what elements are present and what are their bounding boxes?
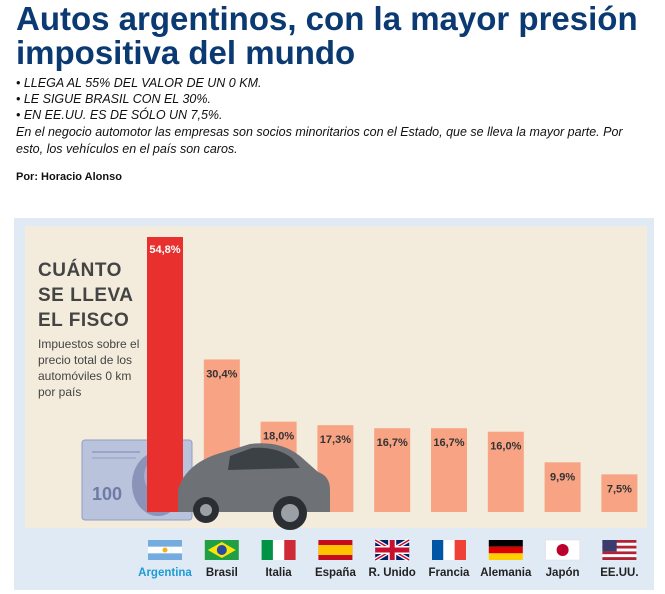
- flag-stripe: [602, 545, 637, 549]
- flag-stripe: [443, 540, 455, 560]
- car-rim-rear: [200, 504, 212, 516]
- data-label: 17,3%: [320, 434, 351, 446]
- flag-stripe: [602, 540, 637, 543]
- data-label: 30,4%: [206, 368, 237, 380]
- chart-title: CUÁNTO SE LLEVA EL FISCO: [38, 260, 133, 331]
- category-label: Francia: [429, 567, 471, 579]
- data-label: 9,9%: [550, 471, 575, 483]
- flag-brazil-icon: [204, 540, 239, 560]
- flag-stripe: [488, 540, 523, 547]
- category-label: EE.UU.: [600, 567, 638, 579]
- bar: [601, 474, 638, 512]
- flag-stripe: [454, 540, 466, 560]
- flag-globe: [216, 545, 227, 555]
- bar: [487, 431, 524, 512]
- chart-subtitle: Impuestos sobre el precio total de los a…: [38, 337, 140, 399]
- data-label: 18,0%: [263, 431, 294, 443]
- flag-spain-icon: [318, 540, 353, 560]
- flag-stripe: [488, 546, 523, 554]
- flag-stripe: [602, 542, 637, 546]
- data-label: 16,0%: [490, 441, 521, 453]
- lede-paragraph: En el negocio automotor las empresas son…: [16, 125, 623, 156]
- category-label: España: [315, 567, 357, 579]
- headline: Autos argentinos, con la mayor presión i…: [16, 0, 638, 71]
- bullet-item: • LLEGA AL 55% DEL VALOR DE UN 0 KM.: [16, 76, 262, 90]
- flag-argentina-icon: [148, 540, 182, 560]
- flag-stripe: [602, 548, 637, 552]
- flag-stripe: [488, 553, 523, 560]
- data-label: 54,8%: [149, 244, 180, 256]
- flag-france-icon: [432, 540, 466, 560]
- flag-uk-icon: [374, 538, 411, 562]
- bar: [374, 428, 411, 512]
- categories-group: Argentina Brasil Italia España R. Unido Franc…: [138, 567, 638, 579]
- flag-stripe: [602, 557, 637, 560]
- flag-cross-red: [375, 547, 410, 553]
- category-label: Alemania: [480, 567, 532, 579]
- byline: Por: Horacio Alonso: [16, 171, 122, 183]
- flag-stripe: [318, 545, 353, 555]
- flag-stripe: [602, 551, 637, 555]
- flag-stripe: [261, 540, 273, 560]
- bullet-item: • EN EE.UU. ES DE SÓLO UN 7,5%.: [16, 108, 223, 122]
- category-label: Japón: [546, 567, 580, 579]
- car-rim-front: [281, 504, 299, 522]
- flag-canton: [602, 540, 617, 552]
- flag-stripe: [272, 540, 285, 560]
- flag-border: [545, 539, 580, 561]
- car-window: [228, 447, 300, 470]
- bullet-list: • LLEGA AL 55% DEL VALOR DE UN 0 KM. • L…: [16, 75, 656, 123]
- category-label: Argentina: [138, 567, 192, 579]
- category-label: Italia: [265, 567, 292, 579]
- flags-group: [148, 538, 637, 562]
- car-illustration: [178, 443, 330, 530]
- flag-usa-icon: [602, 540, 637, 560]
- flag-germany-icon: [488, 540, 523, 560]
- flag-disc: [556, 544, 569, 556]
- bar: [544, 462, 581, 512]
- bar: [147, 237, 183, 512]
- banknote-denomination: 100: [92, 484, 122, 504]
- flag-stripe: [432, 540, 444, 560]
- flag-stripe: [602, 554, 637, 558]
- flag-japan-icon: [545, 539, 580, 561]
- data-label: 16,7%: [377, 437, 408, 449]
- category-label: Brasil: [206, 567, 238, 579]
- category-label: R. Unido: [369, 567, 416, 579]
- flag-sun: [162, 547, 168, 553]
- data-label: 16,7%: [433, 437, 464, 449]
- bar: [431, 428, 467, 512]
- flag-stripe: [284, 540, 296, 560]
- data-label: 7,5%: [607, 483, 632, 495]
- flag-italy-icon: [261, 540, 296, 560]
- bullet-item: • LE SIGUE BRASIL CON EL 30%.: [16, 92, 211, 106]
